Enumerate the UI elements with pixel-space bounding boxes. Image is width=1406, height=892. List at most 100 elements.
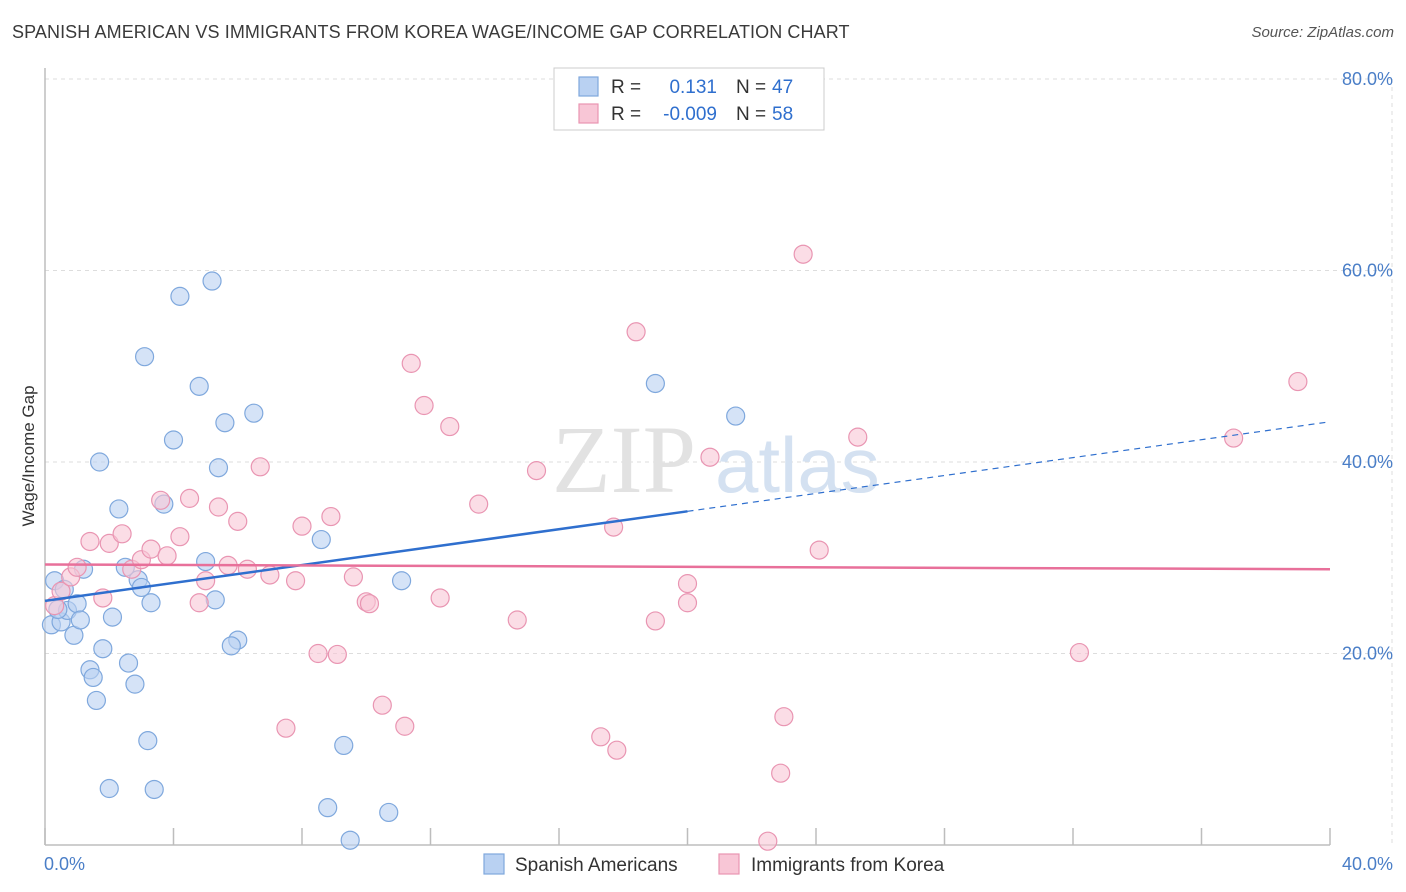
legend-box <box>553 67 825 131</box>
point-spanish-americans-35 <box>311 529 331 550</box>
point-spanish-americans-34 <box>244 403 264 423</box>
y-tick-label-20: 20.0% <box>1342 644 1393 664</box>
point-spanish-americans-23 <box>144 779 164 800</box>
point-immigrants-from-korea-49 <box>758 831 778 851</box>
point-spanish-americans-25 <box>163 430 184 450</box>
legend-label-spanish-americans: Spanish Americans <box>515 855 678 876</box>
data-points <box>41 244 1308 851</box>
point-spanish-americans-32 <box>215 413 235 433</box>
point-immigrants-from-korea-52 <box>793 244 813 264</box>
point-immigrants-from-korea-29 <box>343 567 363 587</box>
point-spanish-americans-13 <box>93 639 113 659</box>
point-immigrants-from-korea-14 <box>179 488 200 508</box>
point-immigrants-from-korea-16 <box>196 571 216 591</box>
point-immigrants-from-korea-46 <box>677 574 698 594</box>
point-immigrants-from-korea-4 <box>80 531 100 552</box>
series-legend: Spanish Americans Immigrants from Korea <box>483 853 945 876</box>
trend-lines <box>44 421 1331 603</box>
correlation-legend: R = 0.131 N = 47 R = -0.009 N = 58 <box>553 67 825 131</box>
legend-r-label-2: R = <box>611 104 641 125</box>
x-tick-label-max: 40.0% <box>1342 854 1393 874</box>
point-immigrants-from-korea-34 <box>401 353 421 373</box>
point-spanish-americans-11 <box>86 690 107 711</box>
point-spanish-americans-45 <box>221 636 241 656</box>
point-immigrants-from-korea-6 <box>99 533 119 553</box>
legend-r-value-2: -0.009 <box>663 104 717 125</box>
point-spanish-americans-29 <box>202 271 222 291</box>
point-spanish-americans-31 <box>208 458 229 478</box>
point-immigrants-from-korea-17 <box>208 497 229 517</box>
point-spanish-americans-39 <box>379 802 399 823</box>
point-spanish-americans-14 <box>99 778 119 799</box>
point-spanish-americans-7 <box>70 610 90 630</box>
point-immigrants-from-korea-19 <box>228 511 248 531</box>
legend-swatch-pink <box>578 103 599 124</box>
point-spanish-americans-22 <box>141 593 161 613</box>
point-spanish-americans-15 <box>102 607 123 627</box>
chart-title: SPANISH AMERICAN VS IMMIGRANTS FROM KORE… <box>12 22 850 42</box>
point-spanish-americans-38 <box>340 830 360 850</box>
point-immigrants-from-korea-3 <box>67 557 87 577</box>
point-immigrants-from-korea-23 <box>276 718 296 738</box>
point-immigrants-from-korea-25 <box>292 516 312 536</box>
point-immigrants-from-korea-48 <box>700 447 720 467</box>
point-spanish-americans-42 <box>726 406 746 426</box>
point-immigrants-from-korea-50 <box>771 763 791 783</box>
point-immigrants-from-korea-39 <box>507 610 527 630</box>
point-immigrants-from-korea-31 <box>359 594 380 614</box>
point-immigrants-from-korea-43 <box>607 740 627 760</box>
point-immigrants-from-korea-56 <box>1224 428 1244 448</box>
point-immigrants-from-korea-26 <box>308 643 328 664</box>
point-immigrants-from-korea-38 <box>469 494 489 514</box>
y-tick-label-60: 60.0% <box>1342 261 1393 281</box>
point-immigrants-from-korea-57 <box>1288 371 1308 392</box>
point-immigrants-from-korea-47 <box>677 593 698 613</box>
point-immigrants-from-korea-11 <box>151 490 171 510</box>
tick-labels: 20.0% 40.0% 60.0% 80.0% 0.0% 40.0% <box>44 69 1393 874</box>
trend-line-spanish-americans-extrapolated <box>687 421 1331 512</box>
legend-label-immigrants-from-korea: Immigrants from Korea <box>751 855 945 876</box>
point-immigrants-from-korea-1 <box>51 581 71 601</box>
trend-line-spanish-americans <box>44 510 688 603</box>
point-spanish-americans-37 <box>334 735 354 756</box>
point-immigrants-from-korea-28 <box>327 644 347 665</box>
point-spanish-americans-27 <box>189 376 209 396</box>
point-immigrants-from-korea-54 <box>848 427 868 447</box>
legend-swatch-immigrants-from-korea <box>718 853 740 875</box>
legend-n-value-2: 58 <box>772 104 793 125</box>
point-immigrants-from-korea-13 <box>170 527 190 547</box>
legend-swatch-spanish-americans <box>483 853 505 875</box>
legend-swatch-blue <box>578 76 599 97</box>
point-immigrants-from-korea-15 <box>189 593 209 613</box>
point-immigrants-from-korea-33 <box>395 716 415 736</box>
trend-line-immigrants-from-korea <box>44 563 1331 571</box>
legend-r-value-1: 0.131 <box>669 77 717 98</box>
y-tick-label-40: 40.0% <box>1342 452 1393 472</box>
point-immigrants-from-korea-12 <box>157 546 177 566</box>
point-immigrants-from-korea-53 <box>809 540 829 560</box>
point-spanish-americans-44 <box>134 347 155 367</box>
point-spanish-americans-10 <box>83 667 103 688</box>
point-immigrants-from-korea-24 <box>285 571 306 591</box>
chart-source: Source: ZipAtlas.com <box>1251 24 1394 41</box>
point-spanish-americans-30 <box>205 590 225 610</box>
y-tick-label-80: 80.0% <box>1342 69 1393 89</box>
point-immigrants-from-korea-27 <box>321 506 341 527</box>
point-spanish-americans-28 <box>196 551 216 572</box>
y-axis-title: Wage/Income Gap <box>19 385 38 526</box>
x-tick-label-min: 0.0% <box>44 854 85 874</box>
point-immigrants-from-korea-32 <box>372 695 392 715</box>
legend-n-label-1: N = <box>736 77 766 98</box>
point-immigrants-from-korea-10 <box>141 539 161 559</box>
point-immigrants-from-korea-7 <box>112 524 132 544</box>
point-spanish-americans-41 <box>645 373 665 394</box>
point-spanish-americans-40 <box>391 571 412 591</box>
point-immigrants-from-korea-55 <box>1069 642 1090 663</box>
legend-n-value-1: 47 <box>772 77 793 98</box>
point-immigrants-from-korea-20 <box>237 559 257 579</box>
axes <box>44 68 1331 846</box>
point-immigrants-from-korea-36 <box>430 588 450 608</box>
point-spanish-americans-26 <box>170 286 190 306</box>
point-immigrants-from-korea-51 <box>774 707 794 727</box>
